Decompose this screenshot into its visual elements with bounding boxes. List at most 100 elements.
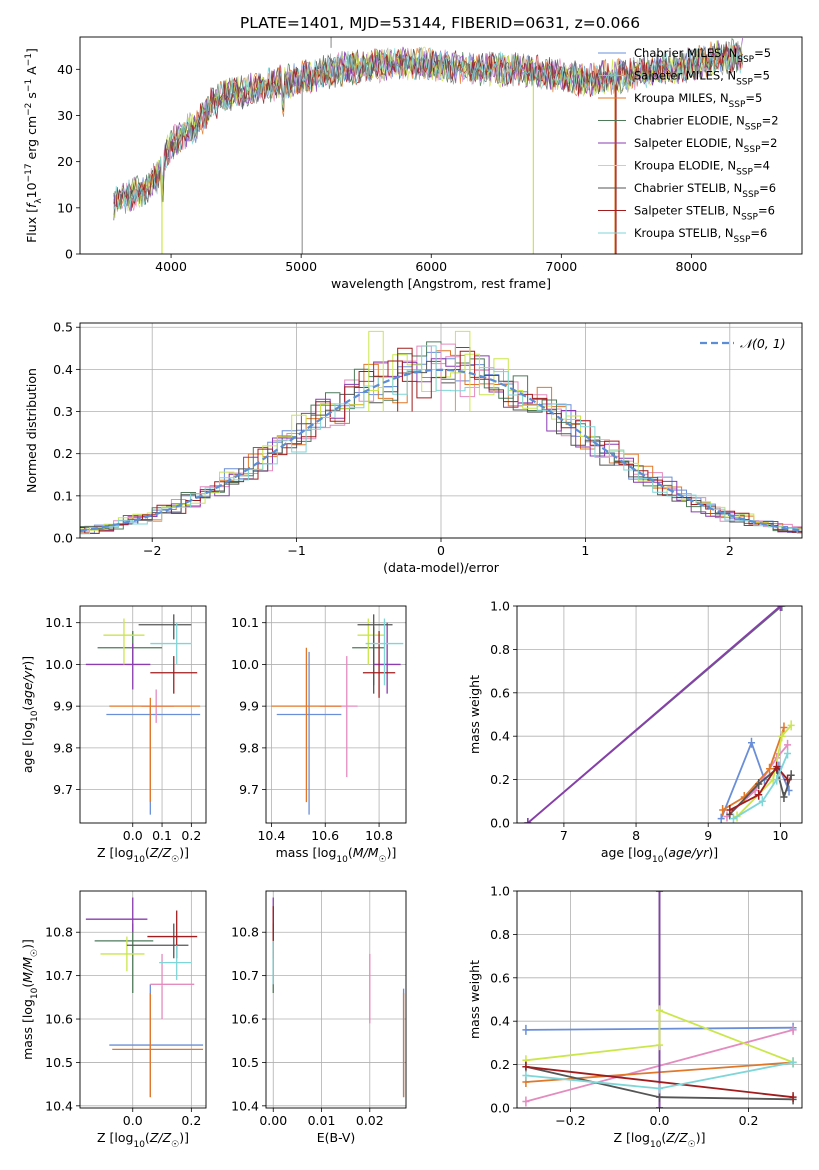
panel-mass-vs-Z: 0.0 0.2 10.4 10.5 10.6 10.7 10.8 Z [log10(Z/Z☉)… [20,890,207,1150]
legend-label: Kroupa ELODIE, NSSP=4 [634,159,770,178]
weight-marker-chabrier-stelib [656,1092,663,1103]
y-axis-label: Flux [fλ10−17 erg cm−2 s−1 A−1] [24,48,44,243]
y-tick-label: 10.1 [45,615,73,630]
legend-label: Kroupa STELIB, NSSP=6 [634,226,767,245]
weight-marker-kroupa-elodie [778,731,786,742]
axes-frame [79,36,803,255]
legend: Chabrier MILES, NSSP=5 Salpeter MILES, NS… [598,46,779,245]
legend-label: Salpeter STELIB, NSSP=6 [634,204,775,223]
weight-marker-kroupa-elodie [656,1005,663,1016]
weight-marker-kroupa-elodie [787,720,795,731]
panels: 4000 5000 6000 7000 8000010203040wavelength … [20,36,803,1150]
x-axis-label: E(B-V) [317,1130,356,1145]
weight-marker-salpeter-stelib [784,774,792,785]
panel-weight-vs-age: 7 8 9 10 0.0 0.2 0.4 0.6 0.8 1.0 age [log10(age/yr… [467,599,803,865]
axes-frame [516,605,803,824]
weight-line-kroupa-elodie [525,1009,794,1064]
weight-marker-salpeter-stelib [522,1061,530,1072]
x-tick-label: 0.0 [123,828,143,843]
y-tick-label: 0.0 [490,816,510,831]
legend-label: 𝒩(0, 1) [740,336,786,351]
legend-label: Chabrier MILES, NSSP=5 [634,46,771,65]
weight-marker-salpeter-stelib [726,804,734,815]
panel-weight-vs-Z: −0.2 0.0 0.2 0.0 0.2 0.4 0.6 0.8 1.0 Z [log10(Z/Z… [467,884,803,1150]
y-tick-label: 0.2 [490,1057,510,1072]
weight-marker-chabrier-elodie [778,606,786,611]
y-tick-label: 0.1 [53,488,73,503]
weight-line-salpeter-stelib [729,765,789,811]
y-tick-label: 10.6 [231,1012,259,1027]
panel-mass-vs-ebv: 0.00 0.01 0.02 10.4 10.5 10.6 10.7 10.8 E(B-V) [231,890,407,1145]
y-tick-label: 9.7 [53,782,73,797]
weight-line-salpeter-elodie [527,606,781,823]
x-tick-label: 0.0 [123,1113,143,1128]
y-axis-label: age [log10(age/yr)] [20,656,40,773]
legend-label: Salpeter MILES, NSSP=5 [634,69,770,88]
weight-marker-kroupa-stelib [784,748,792,759]
legend-label: Salpeter ELODIE, NSSP=2 [634,136,777,155]
x-tick-label: −1 [287,543,305,558]
y-tick-label: 0.8 [490,642,510,657]
x-axis-label: (data-model)/error [383,560,500,575]
x-tick-label: 0.2 [739,1113,759,1128]
weight-marker-salpeter-stelib [755,789,763,800]
plot-area [522,891,797,1108]
plot-area [524,606,795,823]
y-axis-label: mass [log10(M/M☉)] [20,939,40,1060]
x-tick-label: 10.6 [311,828,339,843]
y-tick-label: 1.0 [490,884,510,899]
weight-marker-kroupa-miles [780,722,788,733]
x-tick-label: −0.2 [555,1113,585,1128]
weight-line-kroupa-miles [722,727,785,811]
weight-marker-chabrier-stelib [755,778,763,789]
x-tick-label: 2 [726,543,734,558]
panel-age-vs-Z: 0.0 0.1 0.2 9.7 9.8 9.9 10.0 10.1 Z [log10(Z/Z☉)… [20,605,207,865]
histogram-salpeter-elodie [80,355,802,533]
y-tick-label: 0.4 [490,729,510,744]
x-tick-label: 5000 [285,259,317,274]
y-tick-label: 9.7 [239,782,259,797]
plot-area [85,614,201,815]
x-tick-label: 4000 [155,259,187,274]
x-axis-label: age [log10(age/yr)] [601,845,718,865]
weight-marker-chabrier-miles [717,813,725,823]
x-tick-label: 0.01 [308,1113,336,1128]
x-tick-label: 10 [772,828,788,843]
y-tick-label: 9.8 [53,740,73,755]
weight-marker-salpeter-elodie [656,1103,663,1108]
figure-title: PLATE=1401, MJD=53144, FIBERID=0631, z=0… [240,14,640,32]
weight-marker-kroupa-stelib [773,774,781,785]
weight-marker-chabrier-stelib [787,770,795,781]
weight-line-kroupa-elodie [736,724,792,818]
legend-label: Kroupa MILES, NSSP=5 [634,91,762,110]
y-axis-label: Normed distribution [24,368,39,493]
x-axis-label: wavelength [Angstrom, rest frame] [331,276,551,291]
weight-marker-chabrier-stelib [780,791,788,802]
axes-frame [265,605,407,824]
x-tick-label: 0.0 [650,1113,670,1128]
weight-marker-chabrier-miles [522,1024,530,1035]
y-tick-label: 10.0 [231,657,259,672]
x-tick-label: 6000 [415,259,447,274]
histogram-peak-bin [440,343,456,412]
x-axis-label: Z [log10(Z/Z☉)] [97,1130,189,1150]
x-tick-label: 0.2 [181,828,201,843]
y-tick-label: 0 [65,247,73,262]
weight-marker-salpeter-miles [522,1096,530,1107]
y-tick-label: 0.5 [53,320,73,335]
plot-area [85,897,204,1098]
weight-marker-kroupa-elodie [656,1040,663,1051]
weight-marker-salpeter-miles [789,1024,797,1035]
y-tick-label: 10.7 [231,968,259,983]
y-tick-label: 0.2 [490,772,510,787]
x-tick-label: −2 [143,543,161,558]
y-tick-label: 10.6 [45,1012,73,1027]
y-tick-label: 0.4 [490,1014,510,1029]
weight-marker-salpeter-elodie [656,891,663,896]
weight-marker-kroupa-stelib [758,796,766,807]
y-tick-label: 0.6 [490,970,510,985]
panel-age-vs-mass: 10.4 10.6 10.8 9.7 9.8 9.9 10.0 10.1 mass [log10… [231,605,407,865]
axes-frame [79,890,207,1109]
y-axis-label: mass weight [467,675,482,754]
